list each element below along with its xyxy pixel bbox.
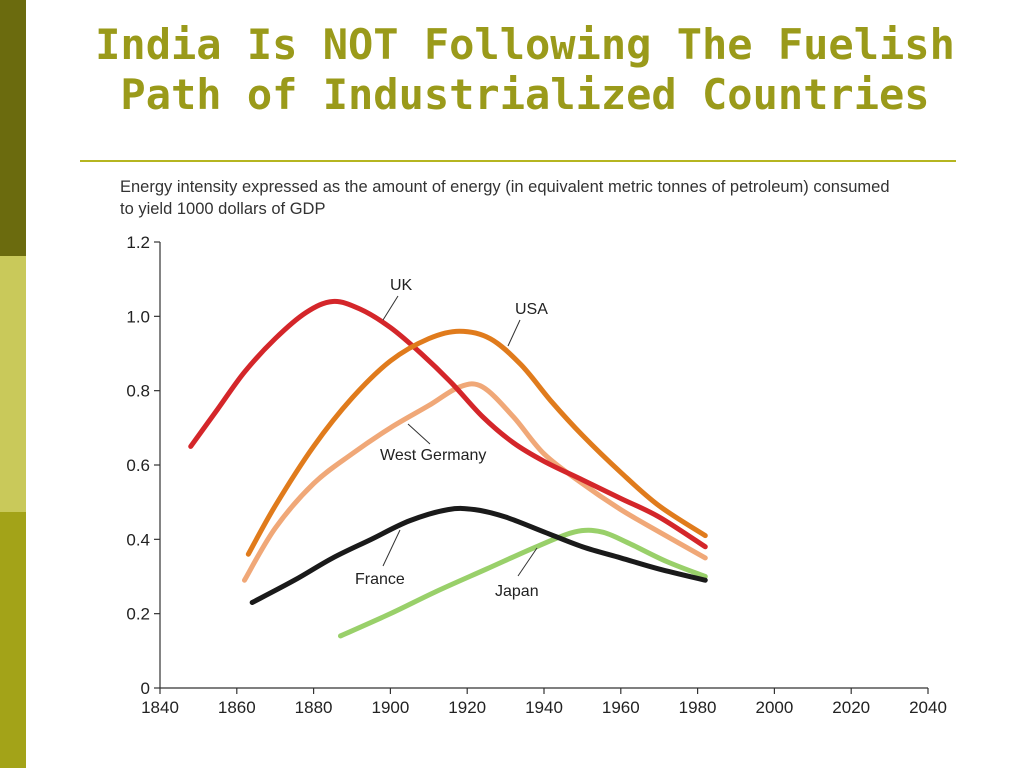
- series-line-france: [249, 505, 708, 606]
- slide-title-line-2: Path of Industrialized Countries: [120, 70, 930, 119]
- x-tick-label: 1900: [371, 698, 409, 717]
- label-leader-japan: [517, 547, 538, 577]
- chart-axes: 0 0.2 0.4 0.6 0.8 1.0 1.2 1840 1860 1880 1900 1920 1…: [126, 233, 947, 717]
- series-label-uk: UK: [390, 277, 413, 294]
- y-tick-label: 0.4: [126, 530, 150, 549]
- series-label-france: France: [355, 571, 405, 588]
- x-tick-label: 2040: [909, 698, 947, 717]
- energy-intensity-chart: 0 0.2 0.4 0.6 0.8 1.0 1.2 1840 1860 1880 1900 1920 1…: [126, 233, 947, 717]
- y-tick-label: 0.8: [126, 382, 150, 401]
- side-strip-mid: [0, 512, 26, 768]
- y-tick-label: 0: [141, 679, 150, 698]
- x-tick-label: 2000: [755, 698, 793, 717]
- y-tick-label: 1.2: [126, 233, 150, 252]
- title-divider: [80, 160, 956, 162]
- y-tick-label: 0.2: [126, 605, 150, 624]
- label-leader-france: [382, 529, 401, 567]
- series-line-west-germany: [241, 381, 708, 583]
- y-tick-label: 0.6: [126, 456, 150, 475]
- x-tick-label: 1840: [141, 698, 179, 717]
- series-label-west-germany: West Germany: [380, 447, 486, 464]
- slide-title: India Is NOT Following The Fuelish Path …: [40, 20, 1010, 120]
- label-leader-uk: [382, 295, 399, 321]
- label-leader-west-germany: [407, 423, 431, 445]
- series-label-usa: USA: [515, 301, 548, 318]
- x-tick-label: 2020: [832, 698, 870, 717]
- series-line-usa: [245, 328, 708, 557]
- chart-series-lines: [188, 298, 708, 639]
- side-strip-light: [0, 256, 26, 512]
- x-tick-label: 1980: [679, 698, 717, 717]
- x-tick-label: 1880: [295, 698, 333, 717]
- side-strip-dark: [0, 0, 26, 256]
- x-tick-label: 1860: [218, 698, 256, 717]
- slide-title-line-1: India Is NOT Following The Fuelish: [95, 20, 955, 69]
- chart-caption: Energy intensity expressed as the amount…: [120, 178, 890, 218]
- x-tick-label: 1960: [602, 698, 640, 717]
- chart-series-labels: UK USA West Germany France Japan: [355, 277, 548, 600]
- series-line-uk: [188, 298, 708, 550]
- label-leader-usa: [507, 319, 521, 347]
- x-tick-label: 1920: [448, 698, 486, 717]
- x-tick-label: 1940: [525, 698, 563, 717]
- series-label-japan: Japan: [495, 583, 539, 600]
- y-tick-label: 1.0: [126, 307, 150, 326]
